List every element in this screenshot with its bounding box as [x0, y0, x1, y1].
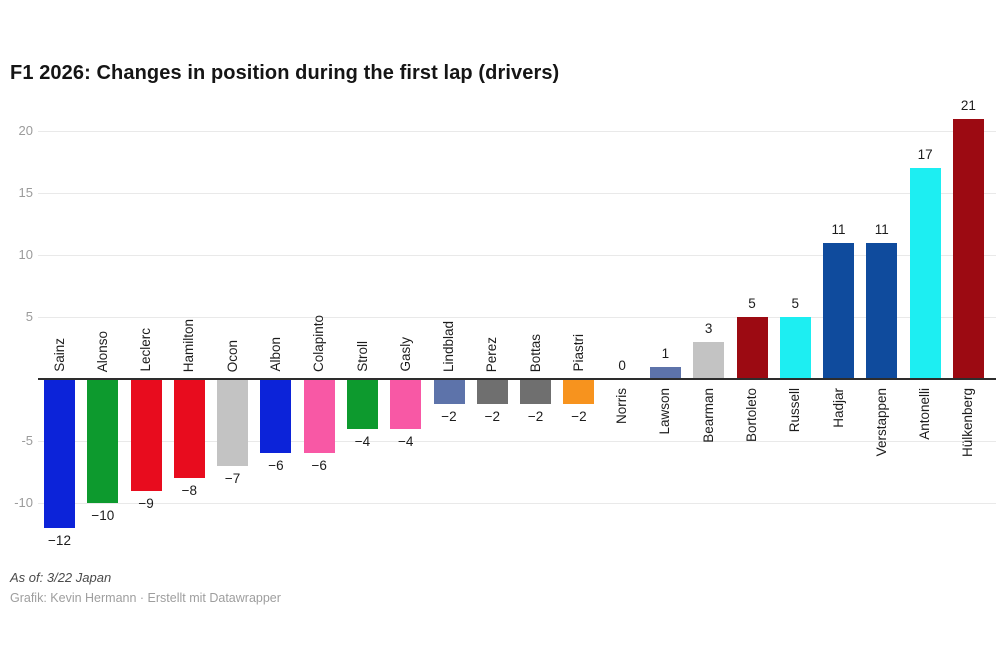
bar-name-label: Leclerc	[138, 328, 154, 372]
gridline	[38, 503, 996, 504]
bar-name-label: Piastri	[570, 334, 586, 372]
bar-value-label: −6	[311, 458, 327, 474]
bar-value-label: 21	[960, 97, 976, 113]
chart-note: As of: 3/22 Japan	[10, 570, 112, 585]
bar-hamilton	[173, 379, 205, 479]
bar-hülkenberg	[952, 118, 984, 379]
chart-credit: Grafik: Kevin Hermann · Erstellt mit Dat…	[10, 591, 281, 605]
bar-gasly	[390, 379, 422, 429]
bar-value-label: −2	[571, 408, 587, 424]
bar-bearman	[693, 341, 725, 379]
bar-value-label: 5	[791, 296, 800, 311]
y-tick-label: 20	[18, 123, 33, 138]
gridline	[38, 193, 996, 194]
chart-title: F1 2026: Changes in position during the …	[10, 62, 560, 84]
gridline	[38, 317, 996, 318]
bar-value-label: −2	[441, 408, 457, 424]
bar-ocon	[217, 379, 249, 466]
bar-piastri	[563, 379, 595, 404]
bar-name-label: Sainz	[51, 338, 67, 372]
bar-value-label: 1	[661, 345, 670, 361]
bar-value-label: −7	[224, 470, 241, 486]
bar-value-label: 11	[831, 221, 846, 237]
bar-value-label: −2	[527, 408, 544, 424]
bar-value-label: 11	[874, 221, 889, 237]
bar-value-label: −4	[397, 433, 414, 449]
bar-value-label: −8	[181, 483, 197, 499]
gridline	[38, 131, 996, 132]
bar-name-label: Hülkenberg	[960, 388, 976, 458]
bar-colapinto	[303, 379, 335, 454]
x-axis-line	[38, 378, 996, 380]
bar-value-label: 3	[704, 320, 713, 336]
bar-sainz	[44, 379, 75, 528]
bar-name-label: Antonelli	[917, 388, 933, 440]
y-tick-label: 15	[18, 185, 33, 200]
bar-name-label: Ocon	[224, 339, 240, 372]
y-tick-label: -5	[21, 433, 33, 448]
bar-value-label: −4	[354, 433, 371, 449]
bar-value-label: −2	[484, 408, 500, 424]
bar-name-label: Lawson	[657, 388, 673, 435]
bar-name-label: Stroll	[354, 341, 370, 372]
bar-name-label: Hamilton	[181, 318, 197, 372]
bar-bortoleto	[736, 317, 768, 379]
y-tick-label: 10	[18, 247, 33, 262]
bar-name-label: Norris	[614, 388, 630, 424]
bar-lawson	[649, 366, 681, 379]
gridline	[38, 441, 996, 442]
bar-name-label: Bearman	[700, 388, 716, 443]
bar-name-label: Verstappen	[873, 388, 889, 457]
bar-name-label: Gasly	[397, 337, 413, 372]
bar-value-label: −10	[91, 508, 115, 523]
bar-alonso	[87, 379, 119, 503]
bar-name-label: Alonso	[94, 330, 110, 372]
bar-name-label: Lindblad	[441, 320, 456, 372]
bar-perez	[476, 379, 508, 404]
y-tick-label: -10	[14, 495, 33, 510]
bar-value-label: 17	[917, 147, 933, 163]
bar-russell	[779, 317, 811, 379]
bar-lindblad	[433, 379, 465, 404]
bar-value-label: −9	[138, 495, 154, 511]
bar-name-label: Bortoleto	[744, 388, 759, 443]
gridline	[38, 255, 996, 256]
bar-value-label: −6	[268, 458, 284, 474]
bar-name-label: Russell	[787, 388, 803, 433]
bar-name-label: Albon	[267, 337, 283, 372]
bar-name-label: Colapinto	[311, 314, 327, 372]
bar-bottas	[520, 379, 552, 404]
bar-antonelli	[909, 168, 941, 379]
bar-hadjar	[823, 242, 854, 379]
bar-stroll	[347, 379, 378, 429]
bar-value-label: −12	[48, 532, 71, 548]
bar-value-label: 0	[618, 358, 626, 373]
y-tick-label: 5	[25, 309, 33, 324]
bar-value-label: 5	[748, 296, 756, 311]
bar-name-label: Bottas	[527, 333, 543, 372]
bar-name-label: Hadjar	[830, 388, 846, 428]
bar-name-label: Perez	[484, 336, 500, 372]
bar-verstappen	[866, 242, 898, 379]
bar-leclerc	[130, 379, 162, 491]
bar-albon	[260, 379, 292, 454]
